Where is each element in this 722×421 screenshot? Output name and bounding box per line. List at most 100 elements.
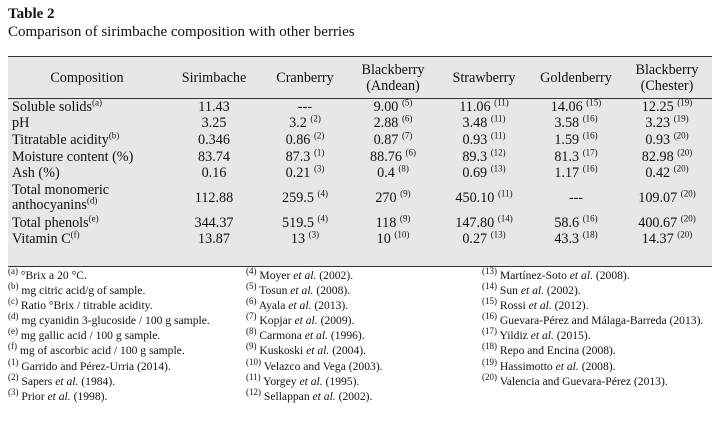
table-cell: 87.3 (1) (262, 146, 348, 166)
footnote-mark: (20) (482, 371, 497, 382)
footnote-text: (2008). (578, 359, 616, 373)
header-row: Composition Sirimbache Cranberry Blackbe… (8, 57, 712, 99)
footnote-text: Carmona (256, 329, 305, 343)
cell-reference: (3) (313, 163, 325, 174)
cell-reference: (6) (401, 113, 413, 124)
footnote-text: Sapers (18, 374, 56, 388)
row-label-note: (b) (108, 130, 120, 141)
footnote-item: (20) Valencia and Guevara-Pérez (2013). (482, 371, 703, 389)
column-header-line1: Cranberry (276, 69, 334, 86)
footnote-text: °Brix a 20 °C. (18, 269, 87, 282)
cell-value: 0.87 (373, 131, 399, 148)
table-cell: 0.93 (11) (438, 130, 530, 149)
cell-value: 89.3 (462, 148, 488, 165)
table-cell: 1.59 (16) (530, 130, 622, 149)
cell-reference: (1) (313, 146, 325, 157)
table-row: Soluble solids(a) 11.43 --- 9.00 (5) 11.06 (… (8, 97, 712, 116)
cell-value: 0.69 (462, 165, 488, 182)
cell-reference: (20) (677, 228, 693, 239)
cell-value: 58.6 (554, 214, 580, 231)
column-header: Strawberry (438, 57, 530, 99)
column-header: Blackberry (Andean) (348, 57, 438, 99)
row-label: Ash (%) (8, 165, 166, 182)
footnote-item: (4) Moyer et al. (2002). (246, 267, 383, 283)
footnote-text: Prior (18, 389, 48, 403)
footnote-item: (8) Carmona et al. (1996). (246, 327, 383, 343)
cell-reference: (2) (313, 130, 325, 141)
footnote-text: Yildiz (497, 329, 531, 343)
footnote-text: et al. (530, 329, 554, 343)
footnote-item: (12) Sellappan et al. (2002). (246, 386, 383, 404)
footnote-text: (2008). (592, 269, 630, 282)
footnote-item: (c) Ratio °Brix / titrable acidity. (8, 297, 210, 313)
table-label: Table 2 (8, 6, 55, 22)
footnote-text: Guevara-Pérez and Málaga-Barreda (2013). (497, 314, 704, 328)
table-cell: 3.48 (11) (438, 113, 530, 133)
footnote-item: (17) Yildiz et al. (2015). (482, 326, 703, 343)
cell-value: 87.3 (285, 148, 311, 165)
table-cell: 112.88 (166, 182, 262, 215)
footnotes-column-3: (13) Martínez-Soto et al. (2008). (14) Su… (482, 267, 704, 389)
footnote-mark: (12) (246, 386, 261, 397)
cell-value: 0.93 (645, 131, 671, 148)
table-cell: 3.25 (166, 116, 262, 133)
footnote-mark: (16) (482, 311, 497, 322)
footnote-mark: (18) (482, 341, 497, 352)
footnote-text: Sun (497, 284, 521, 298)
cell-reference: (9) (399, 213, 411, 224)
footnote-mark: (1) (8, 356, 19, 367)
table-row: Total monomeric anthocyanins(d) 112.88 259… (8, 182, 712, 215)
table-cell: 3.58 (16) (530, 114, 622, 133)
cell-value: 83.74 (198, 148, 230, 165)
cell-value: 3.25 (201, 115, 227, 132)
table-cell: 147.80 (14) (438, 214, 530, 232)
table-cell: 83.74 (166, 149, 262, 166)
cell-reference: (20) (673, 130, 689, 141)
table-cell: 0.27 (13) (438, 229, 530, 251)
table-cell: 82.98 (20) (622, 147, 712, 166)
footnote-text: et al. (288, 299, 312, 313)
footnote-text: et al. (290, 284, 314, 298)
footnote-text: (2008). (313, 284, 351, 298)
cell-reference: (19) (677, 97, 693, 108)
footnote-text: et al. (55, 374, 79, 388)
cell-reference: (11) (490, 113, 506, 124)
row-label-text: Ash (%) (12, 165, 60, 182)
footnote-text: Martínez-Soto (497, 269, 570, 282)
cell-value: 81.3 (554, 148, 580, 165)
cell-value: 270 (375, 189, 397, 206)
row-label-note: (d) (86, 195, 98, 206)
cell-reference: (7) (401, 130, 413, 141)
cell-value: 0.346 (198, 131, 230, 148)
footnote-mark: (6) (246, 296, 257, 307)
cell-reference: (4) (317, 188, 328, 199)
footnote-text: Rossi (497, 299, 529, 313)
footnote-text: (1995). (322, 374, 360, 388)
cell-value: 3.23 (645, 115, 671, 132)
footnote-item: (5) Tosun et al. (2008). (246, 282, 383, 298)
footnote-text: Velazco and Vega (2003). (261, 359, 383, 373)
cell-reference: (20) (680, 188, 696, 199)
table-row: Ash (%) 0.16 0.21 (3) 0.4 (8) 0.69 (13) 1.17 … (8, 163, 712, 182)
footnote-text: Kuskoski (256, 344, 307, 358)
footnote-item: (a) °Brix a 20 °C. (8, 267, 210, 283)
footnote-mark: (17) (482, 326, 497, 337)
cell-value: 1.17 (554, 165, 580, 182)
cell-value: 519.5 (282, 214, 314, 231)
cell-reference: (16) (582, 130, 598, 141)
table-cell: 14.37 (20) (622, 228, 712, 251)
row-label: Total monomeric anthocyanins(d) (8, 182, 166, 215)
cell-value: 118 (375, 214, 397, 231)
footnote-text: Hassimotto (497, 359, 556, 373)
cell-reference: (11) (490, 130, 506, 141)
column-header: Goldenberry (530, 57, 622, 99)
row-label-text: Moisture content (%) (12, 148, 134, 165)
table-cell: 13.87 (166, 231, 262, 251)
footnote-text: Yorgey (260, 374, 300, 388)
composition-table: Composition Sirimbache Cranberry Blackbe… (8, 57, 712, 251)
table-cell: 118 (9) (348, 213, 438, 232)
cell-reference: (11) (494, 97, 509, 108)
table-cell: 0.93 (20) (622, 130, 712, 149)
cell-reference: (17) (582, 146, 598, 157)
footnote-item: (e) mg gallic acid / 100 g sample. (8, 327, 210, 343)
